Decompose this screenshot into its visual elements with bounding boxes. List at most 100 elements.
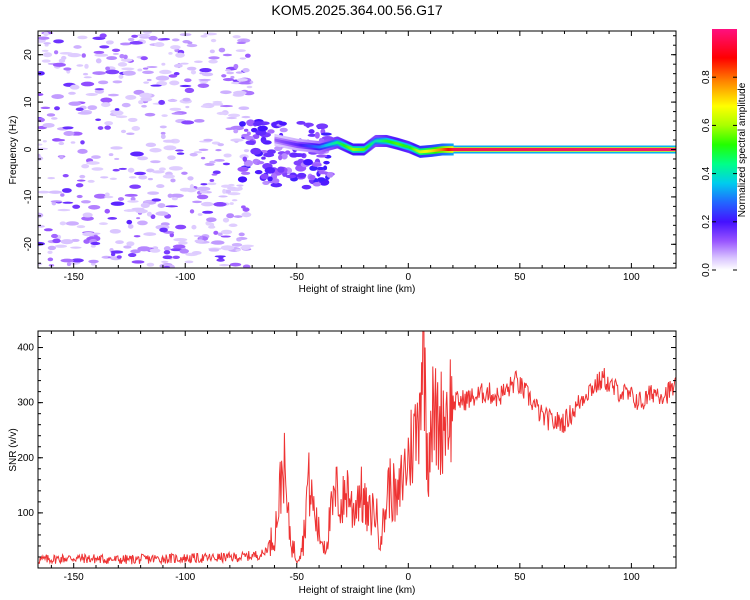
x-tick-label: 100 <box>623 572 640 583</box>
noise-speckle <box>218 47 226 53</box>
ridge-core <box>511 148 513 151</box>
ridge-core <box>655 148 657 151</box>
ridge-core <box>482 148 484 151</box>
noise-speckle <box>169 80 180 86</box>
noise-speckle <box>161 62 166 66</box>
noise-speckle <box>162 139 175 143</box>
ridge-core <box>315 145 317 149</box>
noise-speckle <box>296 120 306 125</box>
noise-speckle <box>191 224 197 230</box>
ridge-core <box>445 148 447 151</box>
noise-speckle <box>246 119 255 127</box>
noise-speckle <box>76 194 83 199</box>
noise-speckle <box>214 159 225 162</box>
ridge-core <box>357 148 359 151</box>
noise-speckle <box>217 232 223 237</box>
noise-speckle <box>187 41 193 45</box>
colorbar: 0.0 0.2 0.4 0.6 0.8 Normalized spectral ampl… <box>701 29 748 277</box>
ridge-core <box>318 145 320 149</box>
noise-speckle <box>232 35 241 39</box>
noise-speckle <box>129 184 142 189</box>
noise-speckle <box>51 117 58 120</box>
ridge-core <box>504 148 506 151</box>
ridge-core <box>350 147 352 151</box>
y-tick-label: 10 <box>23 96 34 108</box>
noise-speckle <box>208 248 220 252</box>
noise-speckle <box>223 153 232 158</box>
ridge-core <box>624 148 626 151</box>
ridge-core <box>505 148 507 151</box>
noise-speckle <box>203 138 213 142</box>
ridge-core <box>580 148 582 151</box>
ridge-core <box>474 148 476 151</box>
noise-speckle <box>76 64 84 67</box>
noise-speckle <box>236 41 246 45</box>
noise-speckle <box>222 53 233 57</box>
ridge-core <box>440 148 442 152</box>
ridge-core <box>337 141 339 145</box>
noise-speckle <box>38 241 45 246</box>
noise-speckle <box>86 161 100 165</box>
noise-speckle <box>243 149 250 153</box>
ridge-core <box>397 142 399 146</box>
ridge-core <box>370 142 372 146</box>
noise-speckle <box>116 255 122 259</box>
ridge-core <box>554 148 556 151</box>
ridge-core <box>302 143 304 147</box>
ridge-core <box>613 148 615 151</box>
noise-speckle <box>314 131 320 139</box>
ridge-core <box>335 141 337 145</box>
ridge-core <box>528 148 530 151</box>
noise-speckle <box>111 48 121 52</box>
noise-speckle <box>90 244 96 248</box>
noise-speckle <box>169 107 182 111</box>
ridge-core <box>494 148 496 151</box>
ridge-core <box>471 148 473 151</box>
ridge-core <box>637 148 639 151</box>
noise-speckle <box>53 39 64 44</box>
noise-speckle <box>284 150 291 155</box>
noise-speckle <box>75 107 84 111</box>
noise-speckle <box>165 205 178 208</box>
ridge-core <box>523 148 525 151</box>
x-tick-label: 0 <box>406 272 412 283</box>
snr-panel: -150 -100 -50 0 50 100 100 200 300 400 Height of … <box>8 330 677 596</box>
noise-speckle <box>227 186 237 190</box>
ridge-core <box>543 148 545 151</box>
noise-speckle <box>196 186 211 192</box>
ridge-core <box>644 148 646 151</box>
ridge-core <box>324 144 326 148</box>
noise-speckle <box>109 177 118 180</box>
ridge-core <box>297 143 299 147</box>
ridge-core <box>556 148 558 151</box>
noise-speckle <box>254 170 263 175</box>
noise-speckle <box>95 118 102 121</box>
ridge-core <box>551 148 553 151</box>
y-tick-label: -10 <box>23 189 34 204</box>
noise-speckle <box>117 62 128 67</box>
ridge-core <box>433 149 435 153</box>
ridge-core <box>469 148 471 151</box>
noise-speckle <box>91 155 101 159</box>
ridge-core <box>527 148 529 151</box>
ridge-core <box>368 144 370 148</box>
ridge-core <box>459 148 461 151</box>
noise-speckle <box>83 239 91 244</box>
ridge-core <box>489 148 491 151</box>
ridge-core <box>586 148 588 151</box>
noise-speckle <box>152 170 165 174</box>
ridge-core <box>571 148 573 151</box>
noise-speckle <box>161 260 169 264</box>
ridge-core <box>407 145 409 149</box>
noise-speckle <box>257 125 268 132</box>
ridge-core <box>277 139 279 143</box>
noise-speckle <box>207 182 217 186</box>
noise-speckle <box>199 190 208 194</box>
ridge-core <box>398 142 400 146</box>
noise-speckle <box>220 245 235 251</box>
noise-speckle <box>150 84 162 87</box>
ridge-core <box>462 148 464 151</box>
ridge-core <box>394 141 396 145</box>
noise-speckle <box>279 121 287 126</box>
